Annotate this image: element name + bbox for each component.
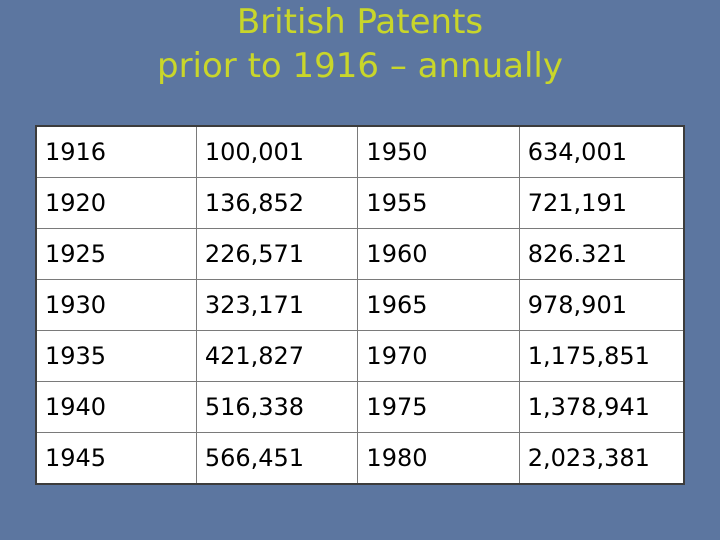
table-row: 1920 136,852 1955 721,191 (35, 177, 685, 229)
year-cell: 1920 (35, 177, 197, 229)
year-cell: 1945 (35, 432, 197, 485)
year-cell: 1916 (35, 125, 197, 178)
table-row: 1940 516,338 1975 1,378,941 (35, 381, 685, 433)
patent-count-cell: 100,001 (195, 125, 359, 178)
patent-count-cell: 978,901 (518, 279, 685, 331)
slide-title-line1: British Patents (236, 2, 484, 42)
year-cell: 1940 (35, 381, 197, 433)
year-cell: 1935 (35, 330, 197, 382)
patent-count-cell: 2,023,381 (518, 432, 685, 485)
patent-count-cell: 1,378,941 (518, 381, 685, 433)
table-row: 1925 226,571 1960 826.321 (35, 228, 685, 280)
patent-count-cell: 516,338 (195, 381, 359, 433)
patent-count-cell: 721,191 (518, 177, 685, 229)
patent-count-cell: 566,451 (195, 432, 359, 485)
patent-count-cell: 1,175,851 (518, 330, 685, 382)
year-cell: 1965 (357, 279, 520, 331)
table-row: 1916 100,001 1950 634,001 (35, 125, 685, 178)
patent-count-cell: 226,571 (195, 228, 359, 280)
table-row: 1935 421,827 1970 1,175,851 (35, 330, 685, 382)
year-cell: 1980 (357, 432, 520, 485)
patent-count-cell: 136,852 (195, 177, 359, 229)
year-cell: 1930 (35, 279, 197, 331)
year-cell: 1970 (357, 330, 520, 382)
patent-count-cell: 826.321 (518, 228, 685, 280)
year-cell: 1975 (357, 381, 520, 433)
table-row: 1945 566,451 1980 2,023,381 (35, 432, 685, 485)
patent-count-cell: 323,171 (195, 279, 359, 331)
patents-table: 1916 100,001 1950 634,001 1920 136,852 1… (35, 125, 685, 485)
year-cell: 1950 (357, 125, 520, 178)
table-row: 1930 323,171 1965 978,901 (35, 279, 685, 331)
patent-count-cell: 634,001 (518, 125, 685, 178)
patent-count-cell: 421,827 (195, 330, 359, 382)
slide-title-line2: prior to 1916 – annually (156, 46, 563, 86)
year-cell: 1925 (35, 228, 197, 280)
year-cell: 1955 (357, 177, 520, 229)
slide-title: British Patents prior to 1916 – annually (0, 0, 720, 88)
year-cell: 1960 (357, 228, 520, 280)
